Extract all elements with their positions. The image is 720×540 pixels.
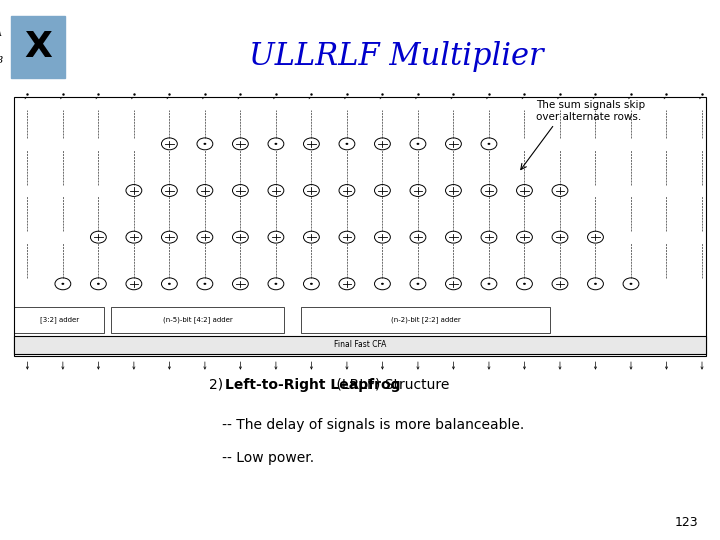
Circle shape	[487, 283, 490, 285]
Text: (n-5)-bit [4:2] adder: (n-5)-bit [4:2] adder	[163, 317, 233, 323]
Circle shape	[204, 283, 207, 285]
Circle shape	[346, 143, 348, 145]
Text: [3:2] adder: [3:2] adder	[40, 317, 79, 323]
Text: X: X	[24, 30, 52, 64]
Text: Left-to-Right Leapfrog: Left-to-Right Leapfrog	[225, 378, 400, 392]
Bar	[14, 97, 706, 356]
Bar	[111, 307, 284, 333]
Circle shape	[629, 283, 632, 285]
Circle shape	[523, 283, 526, 285]
Bar	[301, 307, 550, 333]
Circle shape	[310, 283, 313, 285]
Text: -- The delay of signals is more balanceable.: -- The delay of signals is more balancea…	[209, 418, 524, 433]
Circle shape	[274, 143, 277, 145]
Bar	[14, 307, 104, 333]
Bar	[11, 16, 65, 78]
Circle shape	[274, 283, 277, 285]
Text: Final Fast CFA: Final Fast CFA	[334, 340, 386, 349]
Circle shape	[416, 143, 419, 145]
Text: 2): 2)	[209, 378, 228, 392]
Text: A: A	[0, 29, 2, 38]
Text: 123: 123	[675, 516, 698, 529]
Circle shape	[204, 143, 207, 145]
Bar	[14, 336, 706, 354]
Text: -- Low power.: -- Low power.	[209, 451, 314, 465]
Text: B: B	[0, 56, 2, 65]
Circle shape	[416, 283, 419, 285]
Circle shape	[381, 283, 384, 285]
Circle shape	[487, 143, 490, 145]
Text: ULLRLF Multiplier: ULLRLF Multiplier	[248, 41, 544, 72]
Text: (n-2)-bit [2:2] adder: (n-2)-bit [2:2] adder	[391, 317, 461, 323]
Circle shape	[594, 283, 597, 285]
Circle shape	[168, 283, 171, 285]
Circle shape	[61, 283, 64, 285]
Circle shape	[97, 283, 100, 285]
Text: The sum signals skip
over alternate rows.: The sum signals skip over alternate rows…	[536, 100, 646, 122]
Text: (LRLF) Structure: (LRLF) Structure	[333, 378, 450, 392]
